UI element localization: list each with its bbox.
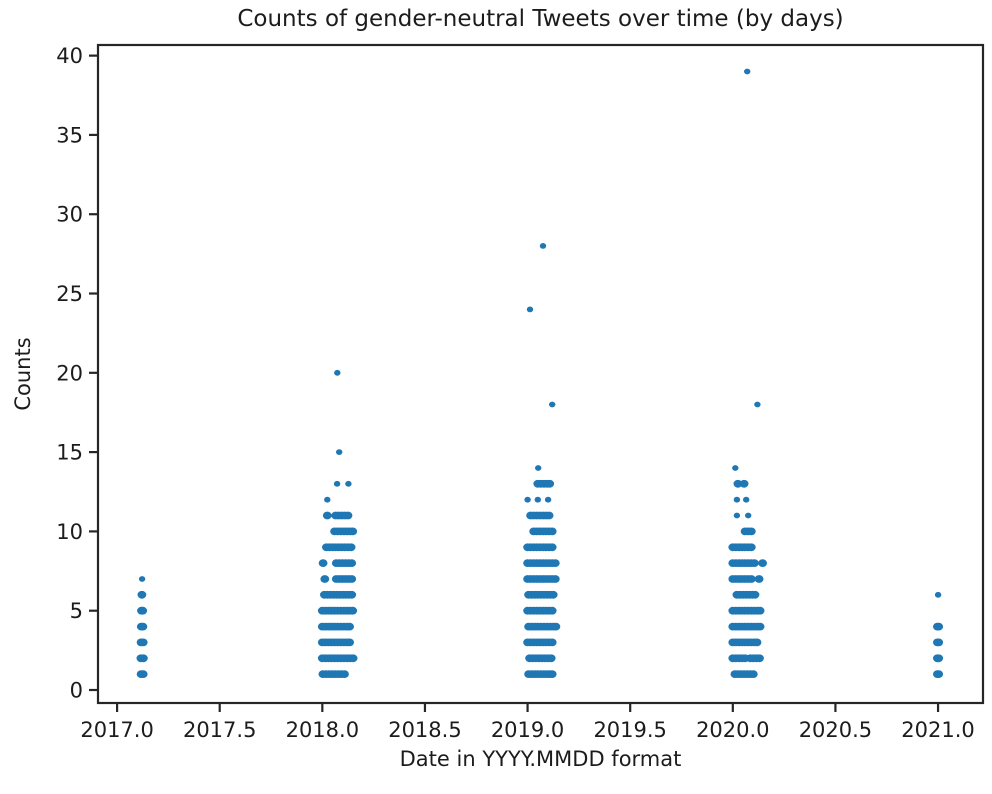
scatter-point: [733, 479, 743, 488]
scatter-point: [137, 590, 147, 599]
scatter-point: [343, 511, 353, 520]
scatter-point: [551, 622, 561, 631]
scatter-point: [733, 496, 741, 503]
scatter-point: [348, 606, 358, 615]
scatter-point: [139, 654, 148, 663]
scatter-point: [347, 559, 357, 567]
scatter-point: [544, 496, 552, 503]
scatter-point: [138, 622, 148, 631]
scatter-point: [934, 670, 944, 678]
scatter-point: [345, 622, 354, 631]
scatter-point: [535, 465, 542, 471]
y-axis-label: Counts: [11, 337, 35, 411]
scatter-point: [345, 480, 352, 487]
scatter-point: [324, 496, 331, 503]
scatter-point: [750, 559, 759, 567]
y-axis: 0 5 10 15 20 25 30 35 40: [56, 44, 98, 702]
y-axis-tick-label: 5: [70, 599, 83, 623]
scatter-point: [746, 527, 756, 536]
scatter-point: [754, 401, 761, 408]
scatter-point: [347, 575, 357, 583]
x-axis-tick-label: 2020.5: [799, 718, 872, 742]
y-axis-tick-label: 0: [70, 678, 83, 702]
scatter-point: [138, 638, 148, 647]
scatter-point: [755, 654, 764, 663]
scatter-point: [322, 511, 332, 520]
scatter-point: [732, 465, 739, 471]
scatter-point: [746, 575, 756, 583]
scatter-points: [136, 68, 944, 678]
scatter-point: [752, 638, 762, 647]
scatter-point: [524, 496, 531, 503]
x-axis-tick-label: 2017.5: [183, 718, 256, 742]
scatter-point: [534, 496, 541, 503]
scatter-point: [334, 369, 341, 376]
x-axis-tick-label: 2019.5: [593, 718, 666, 742]
y-axis-tick-label: 15: [56, 441, 83, 465]
scatter-point: [743, 496, 750, 503]
x-axis-tick-label: 2017.0: [80, 718, 153, 742]
y-axis-tick-label: 40: [56, 44, 83, 68]
scatter-point: [550, 559, 560, 567]
scatter-point: [739, 479, 749, 488]
scatter-point: [320, 575, 330, 583]
scatter-point: [745, 512, 752, 519]
scatter-point: [547, 527, 557, 536]
scatter-point: [934, 654, 944, 663]
scatter-point: [547, 543, 557, 552]
scatter-point: [138, 576, 146, 582]
scatter-point: [526, 306, 534, 313]
scatter-point: [345, 638, 354, 647]
scatter-point: [934, 638, 944, 647]
scatter-point: [548, 590, 558, 599]
scatter-point: [748, 670, 758, 678]
x-axis-tick-label: 2018.0: [286, 718, 359, 742]
scatter-point: [138, 606, 148, 615]
y-axis-label-wrap: Counts: [4, 45, 42, 703]
scatter-point: [547, 606, 557, 615]
chart-title: Counts of gender-neutral Tweets over tim…: [237, 6, 844, 32]
y-axis-tick-label: 30: [56, 203, 83, 227]
scatter-point: [138, 670, 148, 678]
scatter-point: [744, 68, 751, 75]
y-axis-tick-label: 20: [56, 361, 83, 385]
scatter-point: [547, 670, 557, 678]
plot-frame: [96, 43, 985, 705]
scatter-point: [546, 654, 556, 663]
scatter-point: [934, 622, 944, 631]
scatter-point: [348, 654, 358, 663]
scatter-point: [547, 638, 557, 647]
scatter-point: [347, 590, 357, 599]
y-axis-tick-label: 10: [56, 520, 83, 544]
scatter-point: [346, 543, 356, 552]
scatter-point: [340, 670, 349, 678]
scatter-point: [539, 243, 547, 249]
scatter-point: [348, 527, 358, 536]
x-axis-tick-label: 2021.0: [901, 718, 974, 742]
scatter-point: [758, 559, 767, 567]
x-axis-label: Date in YYYY.MMDD format: [399, 747, 682, 771]
scatter-point: [336, 449, 343, 455]
scatter-point: [545, 479, 555, 488]
scatter-point: [333, 480, 341, 487]
x-axis-tick-label: 2019.0: [491, 718, 564, 742]
x-axis-tick-label: 2020.0: [696, 718, 769, 742]
scatter-point: [746, 543, 756, 552]
scatter-point: [755, 606, 765, 615]
x-axis-tick-label: 2018.5: [388, 718, 461, 742]
y-axis-tick-label: 35: [56, 123, 83, 147]
scatter-point: [550, 575, 560, 583]
scatter-point: [750, 590, 760, 599]
scatter-point: [733, 512, 741, 519]
scatter-point: [755, 622, 765, 631]
scatter-point: [544, 511, 554, 520]
scatter-point: [754, 575, 764, 583]
scatter-point: [549, 401, 556, 408]
y-axis-tick-label: 25: [56, 282, 83, 306]
x-axis: 2017.0 2017.5 2018.0 2018.5 2019.0 2019.5 2020…: [80, 703, 975, 742]
scatter-point: [318, 559, 328, 567]
scatter-point: [934, 591, 942, 598]
